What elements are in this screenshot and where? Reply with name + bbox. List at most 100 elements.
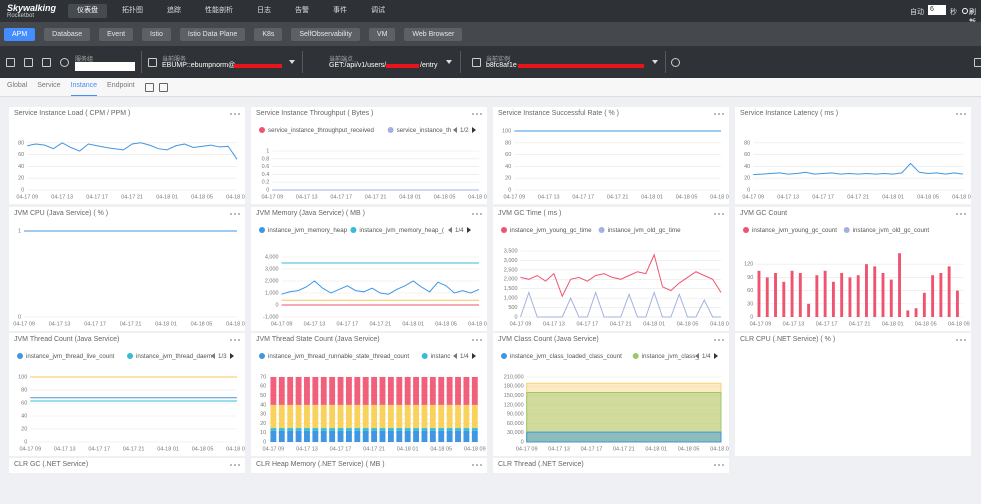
legend-next[interactable]: [714, 353, 718, 359]
menu-dot: [480, 464, 482, 466]
layer-tab[interactable]: Event: [99, 28, 133, 41]
bar-segment: [312, 428, 318, 431]
bar-segment: [338, 431, 344, 442]
folder-icon[interactable]: [145, 83, 154, 92]
menu-dot: [476, 113, 478, 115]
endpoint-select-end[interactable]: /entry: [420, 62, 438, 69]
bar-segment: [296, 428, 302, 431]
service-select[interactable]: EBUMP::ebumpnorm@: [162, 62, 235, 69]
tab[interactable]: Service: [37, 82, 60, 95]
panel-menu[interactable]: [229, 462, 241, 468]
service-group-input[interactable]: [75, 62, 135, 71]
panel-menu[interactable]: [713, 211, 725, 217]
menu-dot: [718, 113, 720, 115]
menu-item[interactable]: 性能剖析: [196, 4, 242, 18]
legend-next[interactable]: [472, 353, 476, 359]
panel-menu[interactable]: [471, 462, 483, 468]
layer-tab[interactable]: APM: [4, 28, 35, 41]
separator: [141, 51, 142, 73]
series-line: [282, 281, 479, 294]
legend-marker: [127, 353, 133, 359]
lock-icon[interactable]: [6, 58, 15, 67]
y-tick-label: 20: [505, 176, 511, 182]
panel: Service Instance Latency ( ms )020406080…: [735, 107, 971, 204]
layer-tab[interactable]: Web Browser: [404, 28, 462, 41]
bar-segment: [304, 431, 310, 442]
legend-prev[interactable]: [453, 353, 457, 359]
menu-item[interactable]: 追踪: [158, 4, 190, 18]
legend-marker: [422, 353, 428, 359]
layer-tab[interactable]: Istio Data Plane: [180, 28, 245, 41]
interval-input[interactable]: 6: [928, 5, 946, 15]
instance-icon: [472, 58, 481, 67]
legend-page: 1/3: [218, 353, 227, 360]
bar-segment: [422, 405, 428, 428]
y-tick-label: 500: [508, 305, 517, 311]
panel-menu[interactable]: [713, 111, 725, 117]
panel-menu[interactable]: [471, 111, 483, 117]
x-tick-label: 04-18 09: [468, 194, 487, 200]
legend-next[interactable]: [472, 127, 476, 133]
panel-menu[interactable]: [713, 462, 725, 468]
dropdown-arrow[interactable]: [289, 60, 295, 64]
menu-item[interactable]: 事件: [324, 4, 356, 18]
menu-item[interactable]: 仪表盘: [68, 4, 107, 18]
y-tick-label: 40: [18, 164, 24, 170]
panel-menu[interactable]: [955, 337, 967, 343]
layer-tab[interactable]: SelfObservability: [291, 28, 360, 41]
panel-menu[interactable]: [713, 337, 725, 343]
instance-select[interactable]: b8fc8af1e: [486, 62, 517, 69]
legend-page: 1/4: [460, 353, 469, 360]
legend-next[interactable]: [467, 227, 471, 233]
interval-unit: 秒: [950, 7, 957, 17]
panel-menu[interactable]: [471, 337, 483, 343]
tab[interactable]: Instance: [71, 82, 97, 96]
x-tick-label: 04-17 13: [296, 194, 318, 200]
legend-prev[interactable]: [453, 127, 457, 133]
layer-tab[interactable]: Database: [44, 28, 90, 41]
y-tick-label: 150,000: [504, 393, 524, 399]
tab[interactable]: Global: [7, 82, 27, 95]
bar-segment: [279, 428, 285, 431]
y-tick-label: 20: [21, 426, 27, 432]
dropdown-arrow[interactable]: [652, 60, 658, 64]
download-icon[interactable]: [159, 83, 168, 92]
menu-item[interactable]: 告警: [286, 4, 318, 18]
legend-prev[interactable]: [448, 227, 452, 233]
x-tick-label: 04-18 05: [191, 321, 213, 327]
tab[interactable]: Endpoint: [107, 82, 135, 95]
panel-menu[interactable]: [229, 111, 241, 117]
series-line: [27, 143, 237, 160]
menu-dot: [476, 339, 478, 341]
x-tick-label: 04-18 09: [468, 321, 487, 327]
menu-dot: [234, 339, 236, 341]
panel-menu[interactable]: [229, 337, 241, 343]
download-icon[interactable]: [42, 58, 51, 67]
menu-dot: [718, 213, 720, 215]
sync-icon[interactable]: [60, 58, 69, 67]
folder-icon[interactable]: [24, 58, 33, 67]
menu-item[interactable]: 调试: [362, 4, 394, 18]
separator: [302, 51, 303, 73]
panel-menu[interactable]: [955, 111, 967, 117]
y-tick-label: 60: [21, 400, 27, 406]
bar-segment: [304, 405, 310, 428]
layer-tab[interactable]: K8s: [254, 28, 282, 41]
x-tick-label: 04-17 21: [613, 446, 635, 452]
bar-segment: [270, 431, 276, 442]
menu-item[interactable]: 日志: [248, 4, 280, 18]
layer-tab[interactable]: VM: [369, 28, 396, 41]
refresh-icon[interactable]: [962, 8, 968, 14]
expand-icon[interactable]: [974, 58, 981, 67]
layer-tab[interactable]: Istio: [142, 28, 171, 41]
dropdown-arrow[interactable]: [446, 60, 452, 64]
panel-menu[interactable]: [229, 211, 241, 217]
endpoint-select[interactable]: GET:/api/v1/users/: [329, 62, 386, 69]
panel-menu[interactable]: [955, 211, 967, 217]
panel-title: Service Instance Latency ( ms ): [740, 110, 838, 117]
panel-menu[interactable]: [471, 211, 483, 217]
info-icon[interactable]: [671, 58, 680, 67]
legend-next[interactable]: [230, 353, 234, 359]
menu-item[interactable]: 拓扑图: [113, 4, 152, 18]
bar-segment: [380, 405, 386, 428]
